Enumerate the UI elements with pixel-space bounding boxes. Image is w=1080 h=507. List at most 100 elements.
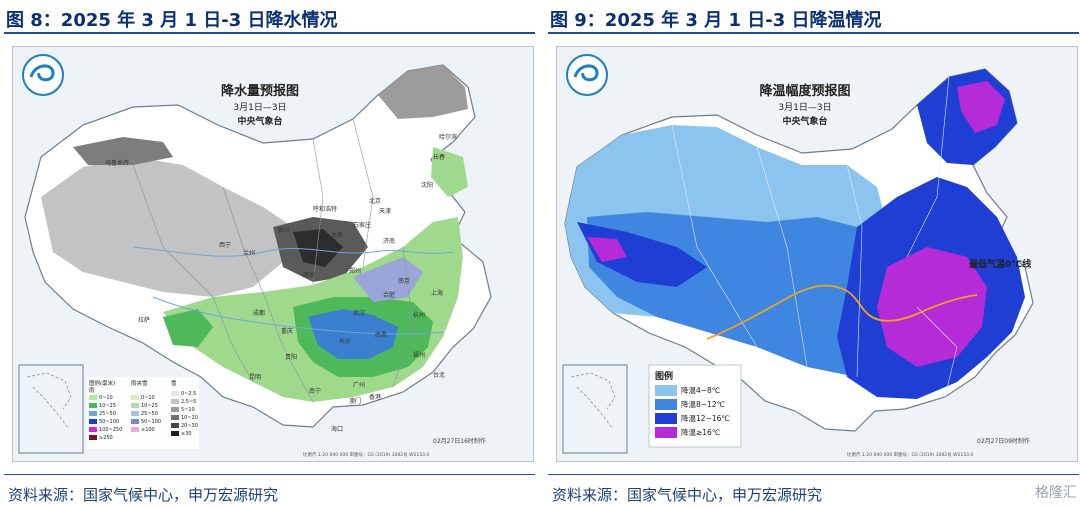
city-label: 拉萨 — [138, 316, 150, 324]
province-borders — [671, 76, 958, 398]
map-title: 降水量预报图 — [221, 83, 299, 99]
legend-rain-label: 50~100 — [99, 419, 119, 425]
cooling-map: 最低气温0℃线 降温幅度预报图 3月1日—3日 中央气象台 图例 — [556, 46, 1078, 462]
precipitation-map: 降水量预报图 3月1日—3日 中央气象台 哈尔滨 长春 沈阳 乌鲁木齐 呼和浩特… — [12, 46, 534, 462]
legend-swatch-rain-6 — [89, 435, 97, 440]
city-label: 南宁 — [309, 387, 321, 395]
city-label: 长春 — [433, 153, 445, 161]
legend-label: 降温≥16℃ — [681, 427, 720, 437]
legend-swatch-mix-4 — [131, 419, 139, 424]
legend-swatch-rain-2 — [89, 403, 97, 408]
city-label: 上海 — [431, 289, 443, 297]
city-label: 长沙 — [339, 337, 351, 345]
cooling-legend: 图例 降温4~8℃ 降温8~12℃ 降温12~16℃ 降温≥16℃ — [648, 364, 742, 448]
city-label: 重庆 — [281, 327, 293, 335]
city-label: 南京 — [398, 277, 410, 285]
cma-logo — [566, 54, 608, 96]
legend-swatch-mix-5 — [131, 427, 139, 432]
legend-swatch-rain-1 — [89, 395, 97, 400]
city-label: 沈阳 — [421, 181, 433, 189]
cooling-panel: 图 9：2025 年 3 月 1 日-3 日降温情况 — [548, 0, 1080, 507]
city-label: 哈尔滨 — [439, 133, 457, 141]
legend-swatch-rain-4 — [89, 419, 97, 424]
legend-snow-label: 5~10 — [181, 407, 195, 413]
zero-degree-line — [706, 284, 978, 340]
legend-swatch-rain-3 — [89, 411, 97, 416]
precipitation-legend: 图例(毫米) 雨 雨夹雪 雪 0~10 10~25 25~50 50~100 1… — [87, 377, 199, 449]
zero-degree-annotation: 最低气温0℃线 — [969, 258, 1031, 270]
legend-label: 降温4~8℃ — [681, 385, 720, 395]
legend-rain-label: 25~50 — [99, 411, 116, 417]
city-label: 太原 — [331, 231, 343, 239]
title-rule — [4, 32, 535, 34]
legend-label: 降温12~16℃ — [681, 413, 730, 423]
south-china-sea-inset — [562, 364, 628, 454]
legend-rain-label: 100~250 — [99, 427, 122, 433]
map-date: 3月1日—3日 — [233, 102, 286, 113]
city-label: 北京 — [369, 197, 381, 205]
production-stamp: 02月27日09时制作 — [977, 437, 1030, 445]
legend-swatch-snow-4 — [171, 415, 179, 420]
city-label: 杭州 — [413, 311, 425, 319]
legend-mix-label: ≥100 — [141, 427, 155, 433]
legend-mix-label: 10~25 — [141, 403, 158, 409]
snow-area-northwest — [73, 137, 173, 165]
legend-mix-label: 50~100 — [141, 419, 161, 425]
map-scale-note: 比例尺 1:20 000 000 审图号：GS (2019) 3082号 WS1… — [303, 451, 429, 458]
city-label: 西安 — [303, 271, 315, 279]
map-scale-note: 比例尺 1:20 000 000 审图号：GS (2019) 3082号 WS1… — [847, 451, 973, 458]
legend-swatch-mix-3 — [131, 411, 139, 416]
rain-area-heavy — [308, 309, 398, 359]
legend-snow-label: 2.5~5 — [181, 399, 196, 405]
city-label: 广州 — [353, 381, 365, 389]
map-title: 降温幅度预报图 — [759, 83, 850, 99]
footer-rule — [548, 474, 1079, 475]
legend-swatch-8-12 — [655, 399, 677, 410]
snow-area-northeast — [378, 65, 468, 119]
legend-swatch-4-8 — [655, 385, 677, 396]
legend-snow-label: 0~2.5 — [181, 391, 196, 397]
city-label: 乌鲁木齐 — [105, 159, 129, 167]
legend-swatch-mix-2 — [131, 403, 139, 408]
cma-logo — [22, 54, 64, 96]
legend-rain-label: 0~10 — [99, 395, 113, 401]
source-note-right: 资料来源：国家气候中心，申万宏源研究 — [552, 486, 823, 504]
precipitation-map-svg: 降水量预报图 3月1日—3日 中央气象台 哈尔滨 长春 沈阳 乌鲁木齐 呼和浩特… — [13, 47, 533, 461]
city-label: 香港 — [369, 393, 381, 401]
figure-9-title: 图 9：2025 年 3 月 1 日-3 日降温情况 — [550, 10, 882, 31]
city-label: 郑州 — [349, 267, 361, 275]
south-china-sea-inset — [18, 364, 84, 454]
legend-label: 降温8~12℃ — [681, 399, 725, 409]
snow-area-center-dark — [293, 229, 343, 267]
title-rule — [548, 32, 1079, 34]
legend-header: 图例 — [655, 370, 673, 382]
map-org: 中央气象台 — [237, 115, 282, 127]
legend-swatch-mix-1 — [131, 395, 139, 400]
rain-area-northeast — [431, 147, 468, 197]
production-stamp: 02月27日16时制作 — [433, 437, 486, 445]
city-label: 台北 — [433, 371, 445, 379]
watermark: 格隆汇 — [1035, 485, 1077, 501]
legend-rain-label: 10~25 — [99, 403, 116, 409]
city-label: 武汉 — [353, 309, 365, 317]
city-label: 南昌 — [375, 331, 387, 339]
city-label: 海口 — [331, 425, 343, 433]
legend-mix-label: 0~10 — [141, 395, 155, 401]
legend-snow-label: 10~20 — [181, 415, 198, 421]
legend-swatch-16-plus — [655, 427, 677, 438]
snow-area-west — [41, 157, 293, 297]
legend-swatch-12-16 — [655, 413, 677, 424]
map-date: 3月1日—3日 — [778, 102, 831, 113]
city-label: 贵阳 — [285, 353, 297, 361]
legend-snow-label: 20~30 — [181, 423, 198, 429]
city-label: 福州 — [413, 351, 425, 359]
city-label: 西宁 — [219, 241, 231, 249]
legend-rain-label: ≥250 — [99, 435, 113, 441]
city-label: 成都 — [253, 309, 265, 317]
city-labels: 哈尔滨 长春 沈阳 乌鲁木齐 呼和浩特 北京 天津 石家庄 太原 济南 银川 兰… — [105, 133, 457, 433]
city-label: 澳门 — [349, 397, 361, 405]
source-note-left: 资料来源：国家气候中心，申万宏源研究 — [8, 486, 279, 504]
cooling-16-plus-west — [587, 237, 627, 262]
city-label: 呼和浩特 — [313, 205, 337, 213]
cooling-12-16-west — [577, 222, 707, 287]
